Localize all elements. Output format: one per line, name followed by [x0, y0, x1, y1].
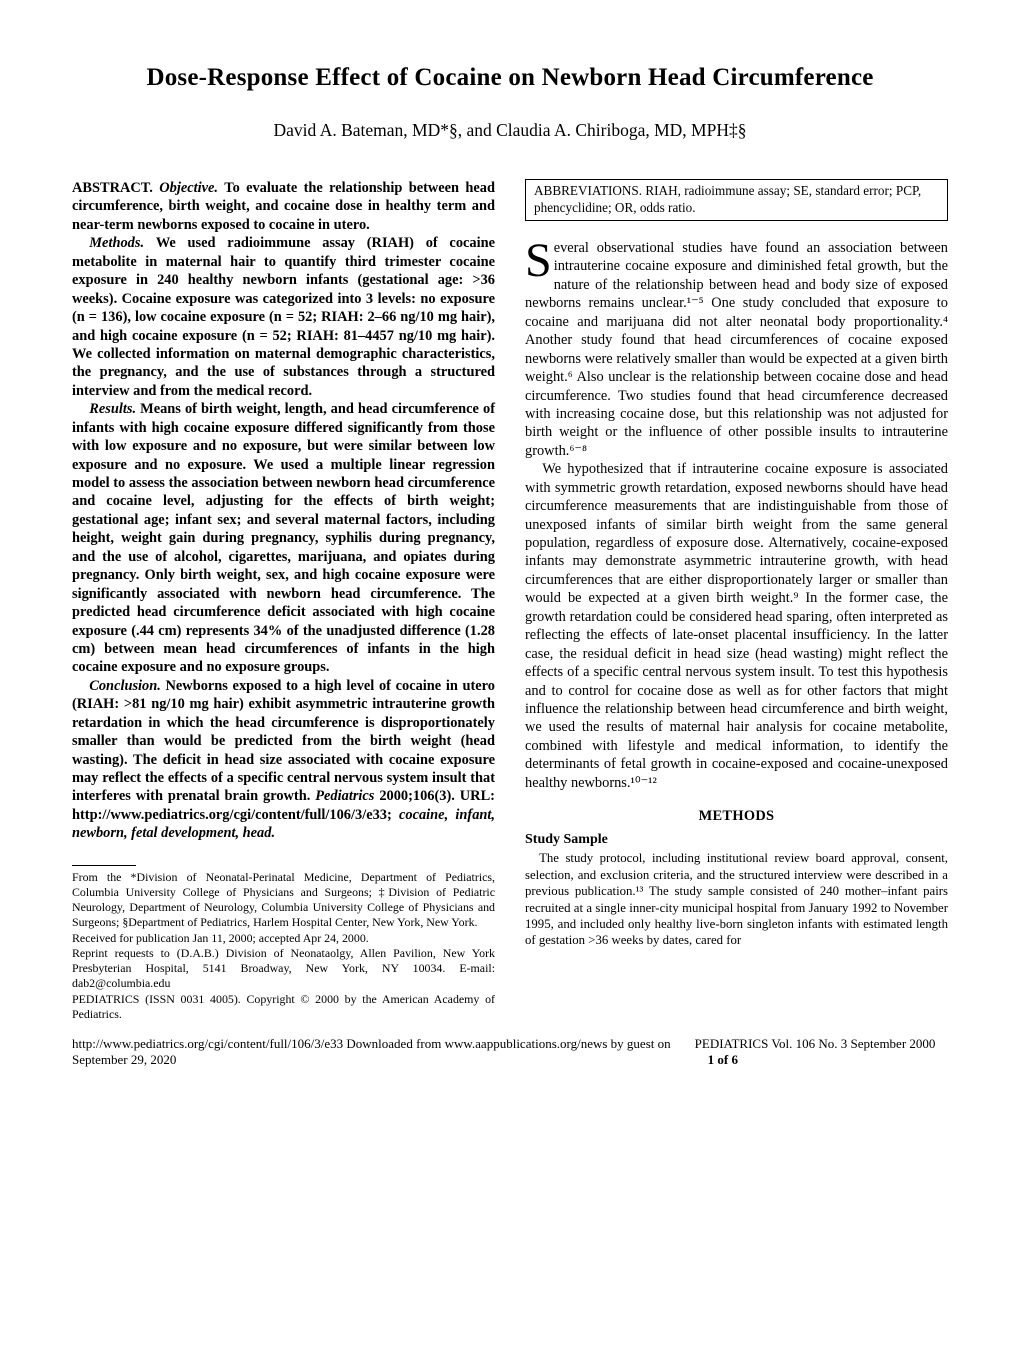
intro-p2: We hypothesized that if intrauterine coc… [525, 460, 948, 792]
abbreviations-box: ABBREVIATIONS. RIAH, radioimmune assay; … [525, 179, 948, 221]
abstract-conclusion-label: Conclusion. [72, 678, 161, 694]
abstract-methods: We used radioimmune assay (RIAH) of coca… [72, 235, 495, 399]
abstract-label: ABSTRACT. [72, 180, 153, 196]
affiliation-received: Received for publication Jan 11, 2000; a… [72, 931, 495, 946]
affiliation-reprint: Reprint requests to (D.A.B.) Division of… [72, 946, 495, 992]
footer-url: http://www.pediatrics.org/cgi/content/fu… [72, 1036, 695, 1068]
affiliation-from: From the *Division of Neonatal-Perinatal… [72, 870, 495, 931]
affiliation-rule [72, 865, 136, 866]
footer-journal-ref: PEDIATRICS Vol. 106 No. 3 September 2000 [695, 1036, 936, 1051]
affiliation-block: From the *Division of Neonatal-Perinatal… [72, 865, 495, 1022]
abstract-block: ABSTRACT. Objective. To evaluate the rel… [72, 179, 495, 843]
abstract-methods-label: Methods. [72, 235, 144, 251]
abstract-citation-journal: Pediatrics [315, 788, 374, 804]
article-title: Dose-Response Effect of Cocaine on Newbo… [72, 64, 948, 92]
affiliation-issn: PEDIATRICS (ISSN 0031 4005). Copyright ©… [72, 992, 495, 1022]
methods-body: The study protocol, including institutio… [525, 850, 948, 948]
methods-heading: METHODS [525, 807, 948, 825]
dropcap: S [525, 239, 554, 282]
methods-study-sample-p1: The study protocol, including institutio… [525, 850, 948, 948]
abstract-results: Means of birth weight, length, and head … [72, 401, 495, 675]
article-authors: David A. Bateman, MD*§, and Claudia A. C… [72, 120, 948, 141]
page-footer: http://www.pediatrics.org/cgi/content/fu… [72, 1036, 948, 1068]
abstract-objective-label: Objective. [159, 180, 218, 196]
footer-page-number: 1 of 6 [708, 1052, 738, 1067]
abstract-conclusion: Newborns exposed to a high level of coca… [72, 678, 495, 805]
intro-p1: everal observational studies have found … [525, 240, 948, 459]
abstract-results-label: Results. [72, 401, 136, 417]
intro-text: S everal observational studies have foun… [525, 239, 948, 792]
methods-subheading-study-sample: Study Sample [525, 831, 948, 849]
